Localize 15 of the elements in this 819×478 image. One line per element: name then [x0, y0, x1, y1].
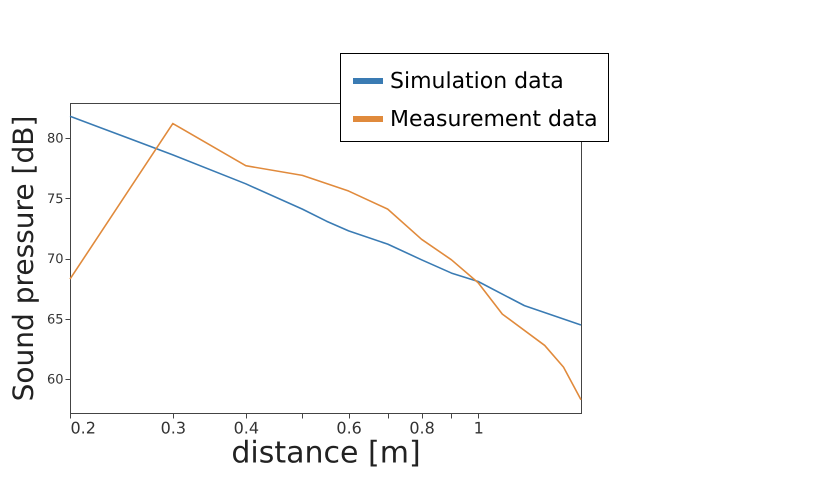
- y-tick-label: 80: [46, 131, 64, 146]
- x-tick-label: 0.2: [70, 418, 96, 438]
- legend-label: Simulation data: [390, 69, 564, 94]
- legend-label: Measurement data: [390, 107, 598, 132]
- x-tick-label: 0.4: [234, 418, 260, 438]
- x-tick-label: 0.3: [160, 418, 186, 438]
- y-tick-label: 65: [46, 312, 64, 328]
- y-tick-label: 60: [46, 372, 64, 388]
- x-tick-label: 0.6: [336, 418, 362, 438]
- x-tick-label: 0.8: [409, 418, 435, 438]
- y-tick-label: 75: [46, 192, 64, 207]
- y-axis-title: Sound pressure [dB]: [6, 116, 40, 402]
- y-tick-label: 70: [46, 252, 64, 268]
- x-axis-title: distance [m]: [231, 436, 421, 470]
- x-tick-label: 1: [474, 418, 484, 438]
